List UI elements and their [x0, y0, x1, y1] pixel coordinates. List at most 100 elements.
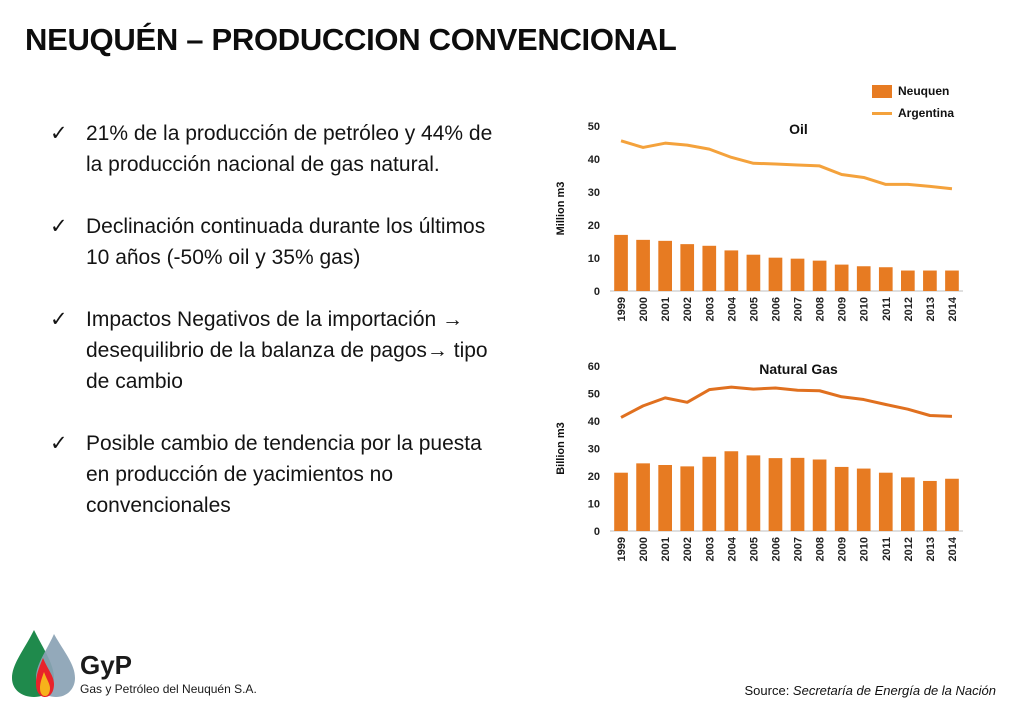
logo-wordmark: GyP [80, 650, 133, 680]
bar-neuquen-2010 [856, 266, 871, 291]
x-tick-label: 2003 [704, 297, 716, 321]
y-axis-label: Million m3 [555, 182, 567, 236]
bar-neuquen-2011 [878, 472, 893, 531]
bar-neuquen-2009 [834, 466, 849, 531]
bar-neuquen-2008 [812, 260, 827, 291]
x-tick-label: 2006 [770, 297, 782, 321]
y-tick-label: 40 [588, 416, 600, 428]
bullet-item: ✓ 21% de la producción de petróleo y 44%… [50, 118, 510, 180]
y-tick-label: 10 [588, 499, 600, 511]
bar-neuquen-2005 [746, 455, 761, 531]
x-tick-label: 2012 [903, 297, 915, 321]
bullet-item: ✓ Impactos Negativos de la importación →… [50, 304, 510, 397]
x-tick-label: 2008 [815, 537, 827, 561]
x-tick-label: 2011 [881, 297, 893, 321]
y-tick-label: 0 [594, 526, 600, 538]
bar-neuquen-2002 [680, 244, 695, 291]
chart-legend: Neuquen Argentina [872, 80, 954, 124]
bar-neuquen-2001 [658, 465, 672, 531]
y-tick-label: 0 [594, 286, 600, 298]
bullet-item: ✓ Declinación continuada durante los últ… [50, 211, 510, 273]
bar-neuquen-2004 [724, 451, 739, 531]
y-tick-label: 60 [588, 361, 600, 373]
bar-neuquen-2003 [702, 456, 717, 531]
slide-title: NEUQUÉN – PRODUCCION CONVENCIONAL [25, 22, 677, 57]
y-tick-label: 30 [588, 187, 600, 199]
logo-subtitle: Gas y Petróleo del Neuquén S.A. [80, 682, 257, 696]
bar-neuquen-2005 [746, 254, 761, 291]
bar-neuquen-1999 [614, 472, 628, 531]
bar-neuquen-2002 [680, 466, 695, 531]
x-tick-label: 2007 [793, 297, 805, 321]
x-tick-label: 1999 [616, 537, 628, 561]
x-tick-label: 2001 [660, 537, 672, 561]
bullet-text: Impactos Negativos de la importación → d… [86, 308, 488, 393]
checkmark-icon: ✓ [50, 122, 68, 145]
bar-neuquen-2012 [901, 270, 915, 291]
x-tick-label: 2014 [947, 536, 959, 561]
x-tick-label: 2000 [638, 537, 650, 561]
y-tick-label: 50 [588, 389, 600, 401]
x-tick-label: 2002 [682, 297, 694, 321]
x-tick-label: 2014 [947, 296, 959, 321]
y-axis-label: Billion m3 [555, 422, 567, 475]
x-tick-label: 2003 [704, 537, 716, 561]
bullet-text: 21% de la producción de petróleo y 44% d… [86, 122, 493, 176]
bar-neuquen-2004 [724, 250, 739, 291]
bar-neuquen-2014 [945, 270, 959, 291]
x-tick-label: 2013 [925, 297, 937, 321]
x-tick-label: 2007 [793, 537, 805, 561]
x-tick-label: 2009 [837, 537, 849, 561]
x-tick-label: 2006 [770, 537, 782, 561]
legend-item-argentina: Argentina [872, 102, 954, 124]
x-tick-label: 2000 [638, 297, 650, 321]
checkmark-icon: ✓ [50, 432, 68, 455]
x-tick-label: 2002 [682, 537, 694, 561]
y-tick-label: 20 [588, 220, 600, 232]
bullet-list: ✓ 21% de la producción de petróleo y 44%… [50, 118, 510, 552]
bar-neuquen-2013 [923, 480, 937, 531]
bar-neuquen-2000 [636, 239, 650, 291]
x-tick-label: 2005 [748, 297, 760, 321]
line-series-argentina [620, 385, 953, 419]
bullet-text: Declinación continuada durante los últim… [86, 215, 486, 269]
y-tick-label: 50 [588, 121, 600, 133]
bar-neuquen-2009 [834, 264, 849, 291]
bar-neuquen-2006 [768, 257, 783, 291]
x-tick-label: 2005 [748, 537, 760, 561]
legend-item-neuquen: Neuquen [872, 80, 954, 102]
bullet-text: Posible cambio de tendencia por la puest… [86, 432, 482, 517]
y-tick-label: 10 [588, 253, 600, 265]
bar-neuquen-2007 [790, 457, 805, 531]
x-tick-label: 1999 [616, 297, 628, 321]
bar-neuquen-2014 [945, 478, 959, 531]
bar-neuquen-2008 [812, 459, 827, 531]
bar-neuquen-2011 [878, 267, 893, 291]
x-tick-label: 2010 [859, 297, 871, 321]
x-tick-label: 2004 [726, 536, 738, 561]
bar-neuquen-2003 [702, 245, 717, 291]
x-tick-label: 2009 [837, 297, 849, 321]
oil-chart: 0 10 20 30 40 50 Million m3 Oil 1999 2000 2001 2002… [555, 121, 963, 321]
y-tick-label: 20 [588, 471, 600, 483]
legend-bar-swatch [872, 84, 892, 98]
legend-line-swatch [872, 111, 892, 115]
source-note: Source: Secretaría de Energía de la Naci… [745, 683, 997, 698]
bar-neuquen-2010 [856, 468, 871, 531]
bar-neuquen-1999 [614, 234, 628, 291]
x-tick-label: 2004 [726, 296, 738, 321]
checkmark-icon: ✓ [50, 215, 68, 238]
line-series-argentina [620, 139, 953, 191]
bar-neuquen-2013 [923, 270, 937, 291]
chart-title: Natural Gas [759, 361, 838, 377]
source-label: Source: [744, 683, 793, 698]
bar-neuquen-2007 [790, 258, 805, 291]
x-tick-label: 2001 [660, 297, 672, 321]
natural-gas-chart: 0 10 20 30 40 50 60 Billion m3 Natural Gas 1999 20… [555, 361, 963, 561]
chart-title: Oil [789, 121, 808, 137]
legend-label: Argentina [898, 106, 955, 120]
bar-neuquen-2000 [636, 463, 650, 531]
y-tick-label: 30 [588, 444, 600, 456]
legend-label: Neuquen [898, 84, 950, 98]
x-tick-label: 2010 [859, 537, 871, 561]
